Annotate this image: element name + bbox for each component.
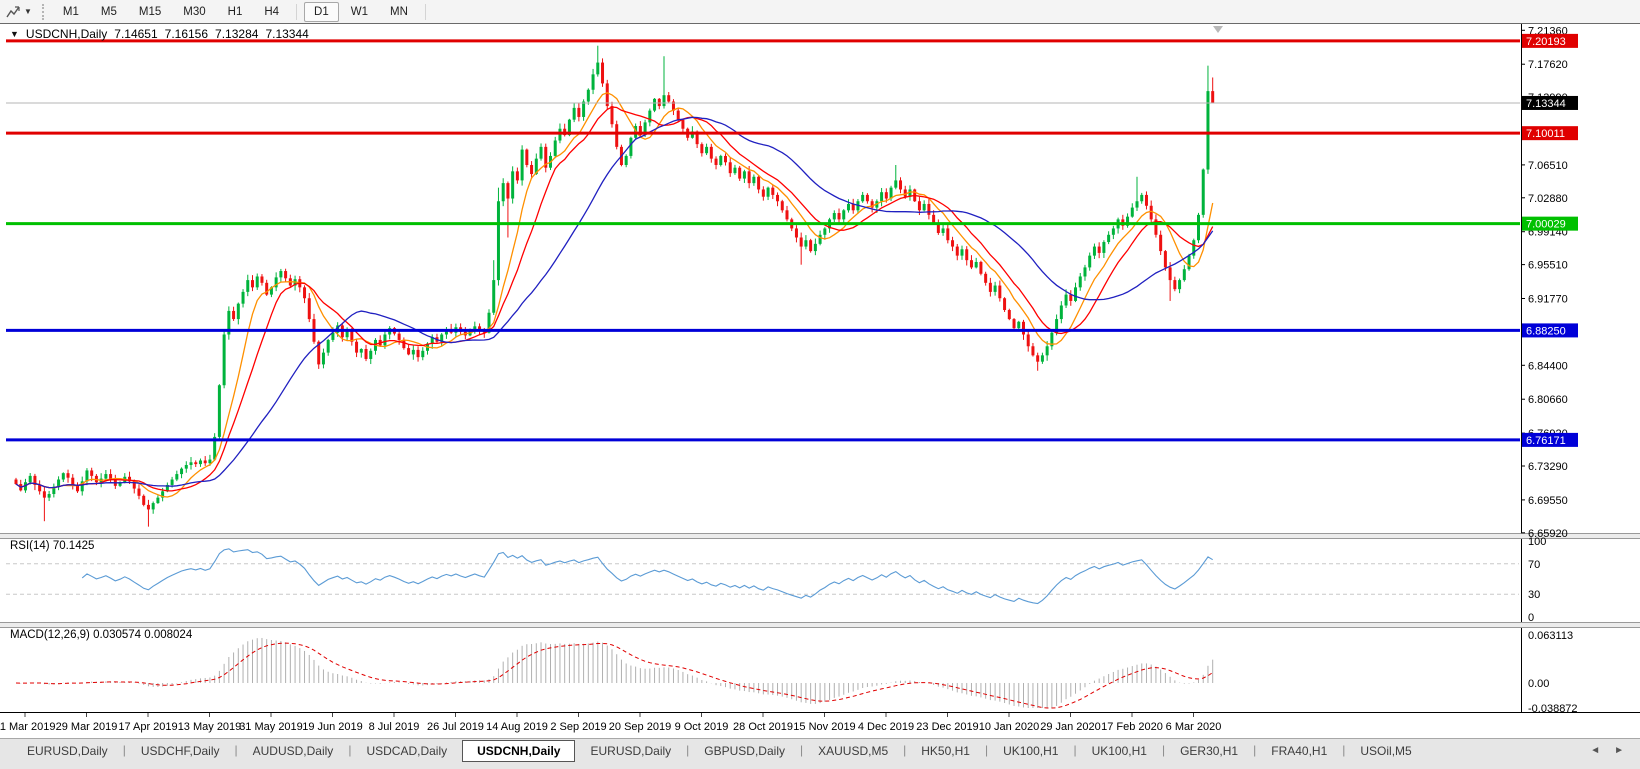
chart-tab-uk100-h1[interactable]: UK100,H1 (1003, 744, 1059, 758)
chart-tabs: EURUSD,Daily | USDCHF,Daily | AUDUSD,Daily | U… (12, 739, 1427, 762)
toolbar-separator (424, 3, 426, 20)
timeframe-toolbar: ▼ M1 M5 M15 M30 H1 H4 D1 W1 MN (0, 0, 1640, 23)
tab-separator: | (799, 743, 804, 757)
tab-separator: | (903, 743, 907, 757)
timeframe-button-mn[interactable]: MN (390, 5, 408, 18)
panel-bottom-border (0, 712, 1640, 713)
rsi-indicator-label: RSI(14) 70.1425 (10, 540, 95, 552)
chart-tab-usoil-m5[interactable]: USOil,M5 (1360, 744, 1412, 758)
timeframe-button-m30[interactable]: M30 (183, 5, 206, 18)
tab-scroll-left-icon[interactable]: ◄ (1590, 745, 1601, 756)
chart-tab-usdcnh-daily[interactable]: USDCNH,Daily (462, 740, 576, 762)
chart-tab-bar: EURUSD,Daily | USDCHF,Daily | AUDUSD,Daily | U… (0, 738, 1640, 769)
rsi-panel-splitter[interactable] (0, 533, 1640, 539)
tab-scroll-right-icon[interactable]: ► (1614, 745, 1624, 756)
chart-symbol-label: USDCNH,Daily (25, 27, 108, 41)
tab-separator: | (686, 743, 690, 757)
timeframe-button-m5[interactable]: M5 (100, 5, 117, 18)
tab-scroll-arrows: ◄ ► (1590, 745, 1624, 756)
macd-panel-splitter[interactable] (0, 622, 1640, 628)
price-axis-column[interactable] (1521, 24, 1640, 712)
timeframe-buttons: M1 M5 M15 M30 H1 H4 D1 W1 MN (52, 1, 432, 22)
timeframe-button-h4[interactable]: H4 (264, 5, 280, 18)
ohlc-open: 7.14651 (114, 27, 158, 41)
tab-separator: | (1342, 743, 1346, 757)
chart-tab-gbpusd-daily[interactable]: GBPUSD,Daily (704, 744, 785, 758)
chart-tab-eurusd-daily[interactable]: EURUSD,Daily (590, 744, 672, 758)
chevron-down-icon[interactable]: ▼ (24, 7, 32, 16)
ohlc-low: 7.13284 (215, 27, 259, 41)
macd-indicator-label: MACD(12,26,9) 0.030574 0.008024 (10, 629, 193, 641)
ohlc-close: 7.13344 (265, 27, 309, 41)
chart-background[interactable] (0, 24, 1640, 738)
chart-tab-fra40-h1[interactable]: FRA40,H1 (1271, 744, 1328, 758)
chart-tab-ger30-h1[interactable]: GER30,H1 (1180, 744, 1239, 758)
periods-tool-group[interactable]: ▼ (0, 4, 38, 20)
toolbar-separator (296, 3, 298, 20)
tab-separator: | (1161, 743, 1166, 757)
chart-tab-usdchf-daily[interactable]: USDCHF,Daily (140, 744, 220, 758)
tab-separator: | (348, 743, 352, 757)
chart-periods-icon[interactable] (4, 4, 22, 20)
tab-separator: | (122, 743, 126, 757)
timeframe-button-m1[interactable]: M1 (62, 5, 79, 18)
window-top-border (0, 23, 1640, 24)
collapse-icon[interactable]: ▼ (10, 29, 19, 39)
timeframe-button-d1[interactable]: D1 (304, 1, 339, 22)
timeframe-button-m15[interactable]: M15 (138, 5, 162, 18)
chart-tab-usdcad-daily[interactable]: USDCAD,Daily (366, 744, 448, 758)
toolbar-grip-handle[interactable] (41, 3, 44, 20)
tab-separator: | (984, 743, 989, 757)
ohlc-high: 7.16156 (164, 27, 209, 41)
chart-tab-uk100-h1[interactable]: UK100,H1 (1091, 744, 1147, 758)
chart-tab-xauusd-m5[interactable]: XAUUSD,M5 (818, 744, 889, 758)
chart-tab-hk50-h1[interactable]: HK50,H1 (921, 744, 970, 758)
chart-title: ▼ USDCNH,Daily 7.14651 7.16156 7.13284 7… (10, 27, 309, 41)
chart-tab-audusd-daily[interactable]: AUDUSD,Daily (252, 744, 334, 758)
timeframe-button-w1[interactable]: W1 (350, 5, 368, 18)
tab-separator: | (1073, 743, 1077, 757)
timeframe-button-h1[interactable]: H1 (227, 5, 243, 18)
chart-tab-eurusd-daily[interactable]: EURUSD,Daily (27, 744, 108, 758)
tab-separator: | (234, 743, 238, 757)
tab-separator: | (1253, 743, 1257, 757)
